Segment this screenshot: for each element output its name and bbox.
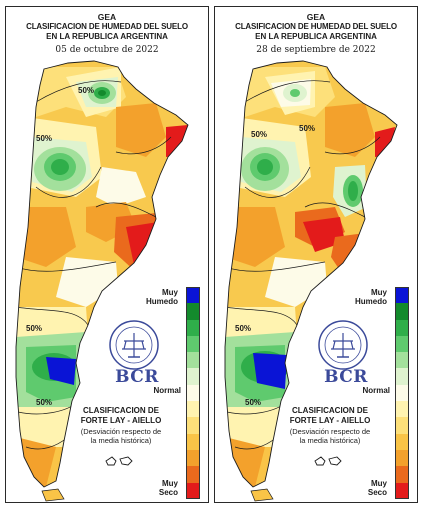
map-date: 05 de octubre de 2022 [55,45,159,55]
bcr-seal-icon [318,320,368,370]
contour-label: 50% [78,86,94,95]
legend-swatch [395,368,409,385]
legend-label-very-dry: Muy Seco [158,479,178,497]
classification-line2: FORTE LAY - AIELLO [289,416,371,425]
classification-line1: CLASIFICACION DE [292,406,368,415]
classification-line3: (Desviación respecto de [289,427,371,436]
malvinas-islands-icon [105,456,133,466]
legend-swatch [186,384,200,402]
map-panel-october: GEA CLASIFICACION DE HUMEDAD DEL SUELO E… [5,6,209,503]
legend-swatch [186,319,200,336]
legend-swatch [186,401,200,418]
argentina-soil-moisture-map: 50% 50% 50% 50% [224,60,398,502]
map-panel-september: GEA CLASIFICACION DE HUMEDAD DEL SUELO E… [214,6,418,503]
bcr-seal-icon [109,320,159,370]
legend-swatch [395,449,409,467]
legend-swatch [186,287,200,304]
contour-label: 50% [235,324,251,333]
argentina-soil-moisture-map: 50% 50% 50% 50% [15,60,189,502]
legend-swatch [395,287,409,304]
legend-swatch [395,335,409,353]
map-title-line1: CLASIFICACION DE HUMEDAD DEL SUELO [26,22,188,31]
legend-swatch [186,482,200,499]
legend-swatch [395,384,409,402]
legend-swatch [395,352,409,369]
legend-swatch [186,303,200,320]
legend-label-very-wet: Muy Humedo [146,288,178,306]
legend-swatch [186,335,200,353]
classification-line1: CLASIFICACION DE [83,406,159,415]
legend-swatch [395,482,409,499]
contour-label: 50% [26,324,42,333]
country-outline [15,60,189,488]
legend-label-very-dry: Muy Seco [367,479,387,497]
contour-label: 50% [299,124,315,133]
legend-swatch [186,449,200,467]
legend-swatch [186,417,200,434]
color-legend [186,287,200,499]
legend-swatch [395,401,409,418]
legend-label-normal: Normal [362,386,390,395]
classification-line4: la media histórica) [299,436,361,445]
legend-swatch [395,303,409,320]
classification-line3: (Desviación respecto de [80,427,162,436]
map-title-line2: EN LA REPUBLICA ARGENTINA [255,32,377,41]
country-outline [224,60,398,488]
legend-swatch [186,433,200,450]
map-title-line1: CLASIFICACION DE HUMEDAD DEL SUELO [235,22,397,31]
legend-swatch [186,466,200,483]
legend-label-very-wet: Muy Humedo [355,288,387,306]
color-legend [395,287,409,499]
legend-swatch [395,319,409,336]
bcr-logo-text: BCR [115,367,159,387]
malvinas-islands-icon [314,456,342,466]
legend-swatch [186,368,200,385]
org-title: GEA [97,12,117,22]
map-title-line2: EN LA REPUBLICA ARGENTINA [46,32,168,41]
org-title: GEA [306,12,326,22]
classification-line2: FORTE LAY - AIELLO [80,416,162,425]
classification-line4: la media histórica) [90,436,152,445]
legend-swatch [395,417,409,434]
tierra-del-fuego [41,488,65,502]
tierra-del-fuego [250,488,274,502]
contour-label: 50% [36,134,52,143]
bcr-logo-text: BCR [324,367,368,387]
contour-label: 50% [36,398,52,407]
legend-swatch [395,466,409,483]
contour-label: 50% [251,130,267,139]
legend-label-normal: Normal [153,386,181,395]
legend-swatch [186,352,200,369]
contour-label: 50% [245,398,261,407]
legend-swatch [395,433,409,450]
map-date: 28 de septiembre de 2022 [256,45,376,55]
